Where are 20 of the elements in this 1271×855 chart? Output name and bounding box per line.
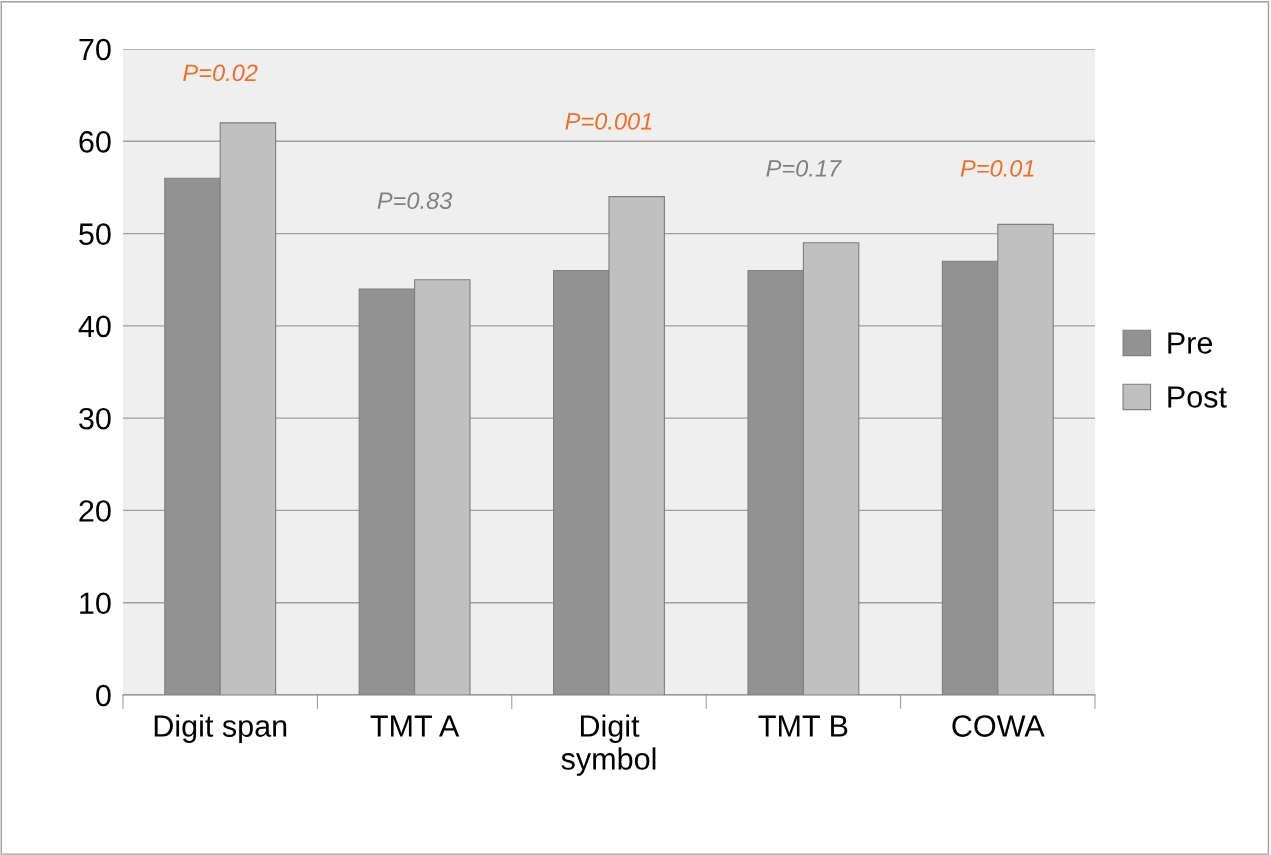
y-tick-label: 30	[79, 407, 111, 430]
x-tick-label: TMT A	[370, 715, 460, 737]
y-tick-label: 70	[79, 38, 111, 61]
y-tick-label: 60	[79, 131, 111, 153]
y-tick-label: 10	[80, 592, 111, 615]
y-tick-label: 20	[79, 500, 111, 522]
y-tick-label: 0	[96, 684, 111, 707]
annotation: P=0.17	[766, 160, 842, 177]
x-tick-label: Digit span	[154, 714, 287, 743]
legend-label: Post	[1168, 386, 1227, 408]
x-tick-label: COWA	[952, 715, 1045, 737]
legend-label: Pre	[1168, 332, 1213, 354]
annotation: P=0.01	[960, 160, 1034, 177]
y-tick-label: 50	[79, 223, 111, 245]
annotation: P=0.83	[377, 192, 453, 210]
x-tick-label: Digit symbol	[561, 714, 656, 776]
y-tick-label: 40	[78, 315, 111, 338]
annotation: P=0.02	[183, 64, 258, 82]
x-tick-label: TMT B	[758, 715, 848, 737]
annotation: P=0.001	[565, 112, 652, 130]
